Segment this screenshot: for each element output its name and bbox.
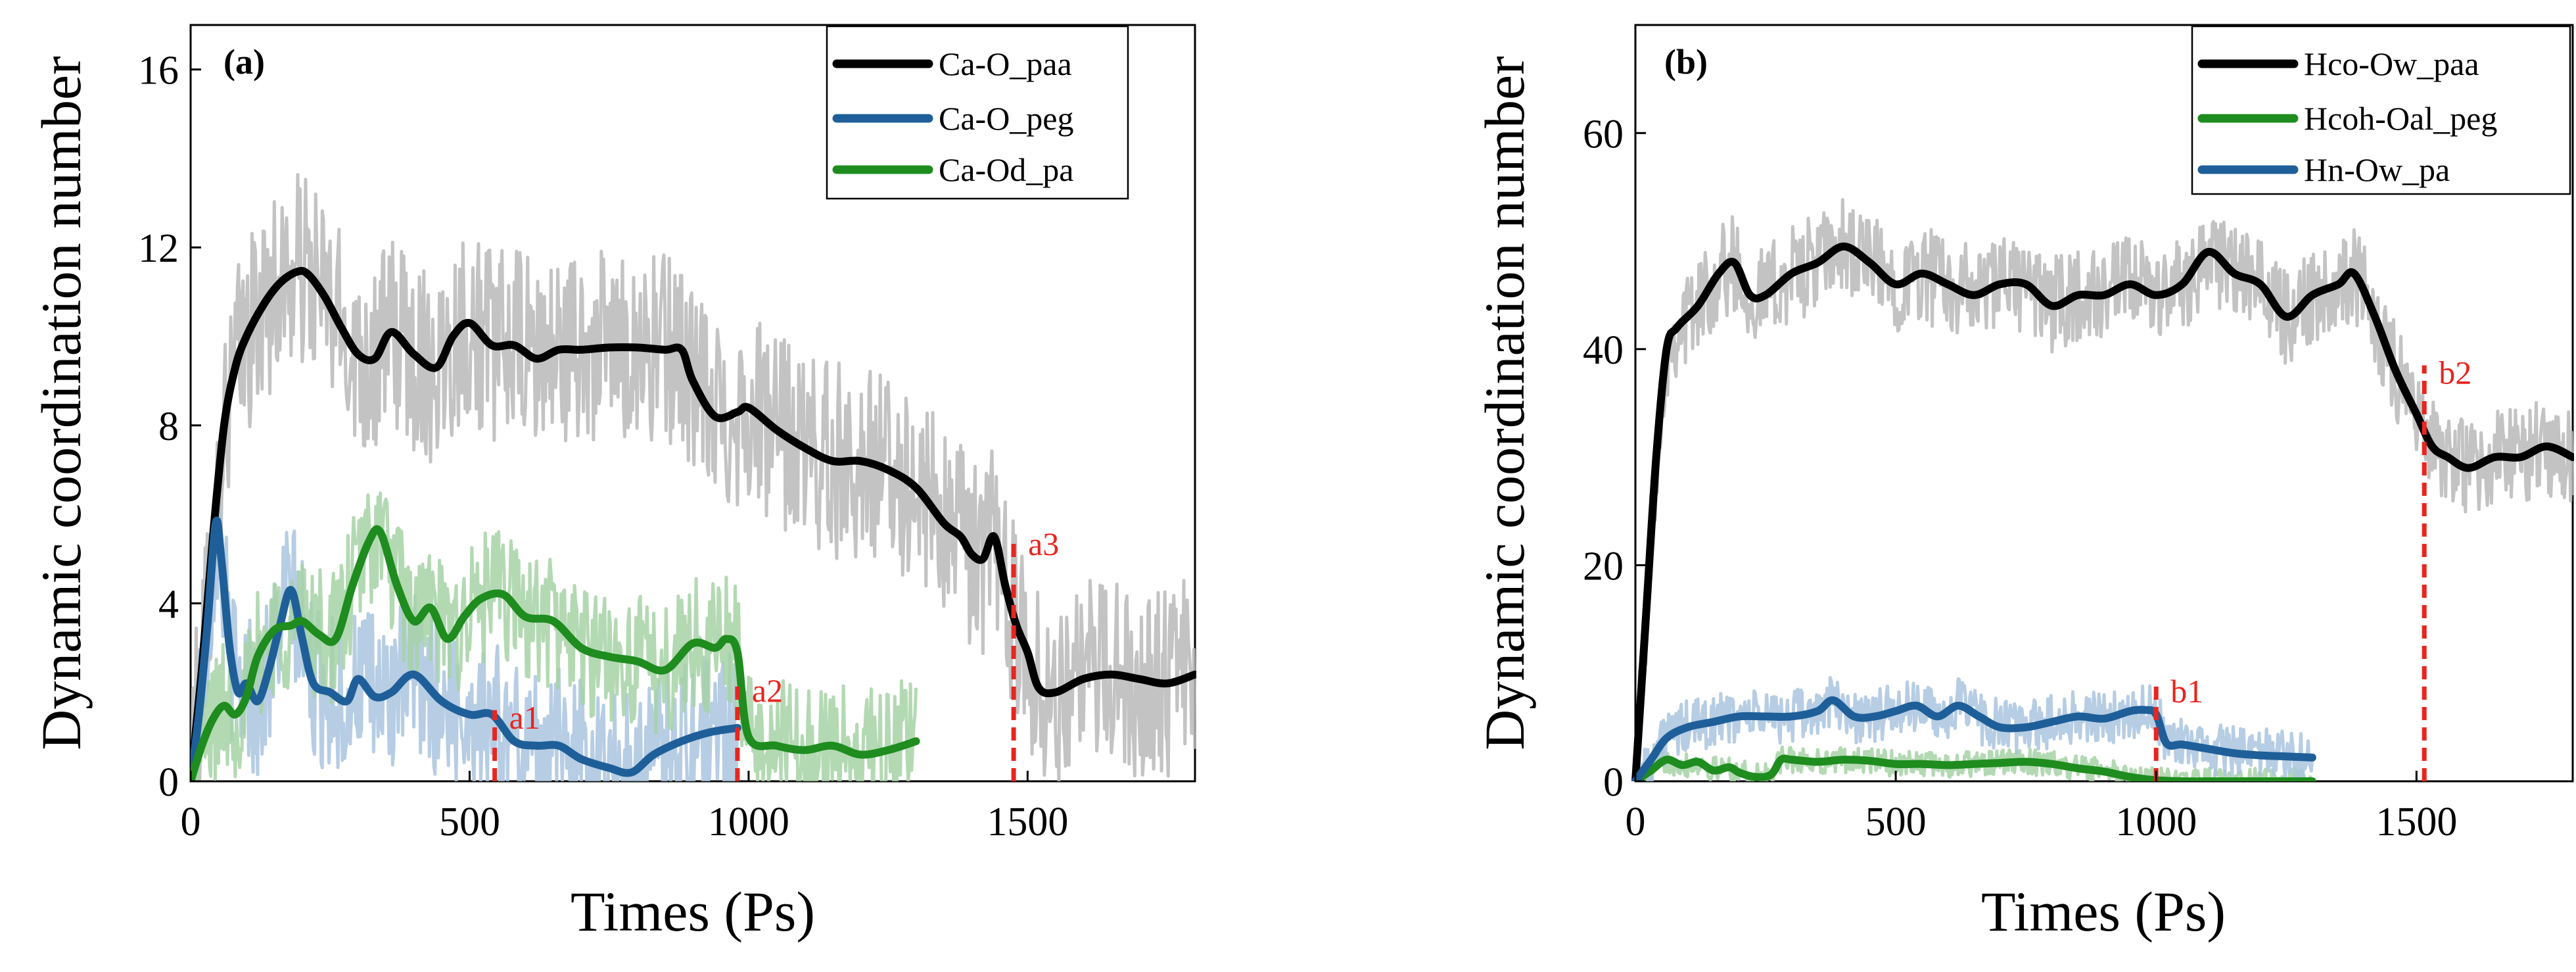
legend-label-hcoh-oal-peg: Hcoh-Oal_peg <box>2304 100 2497 137</box>
raw-series-ca-od-pa <box>191 491 918 781</box>
raw-series-hn-ow-pa <box>1633 675 2314 781</box>
panel-a-y-axis-title: Dynamic coordination number <box>30 56 93 750</box>
panel-a-y-tick-label: 0 <box>158 760 179 805</box>
panel-a-x-tick-label: 0 <box>181 800 201 844</box>
panel-a-label: (a) <box>223 42 265 82</box>
panel-a-axes: 0 500 1000 1500 0 4 8 12 16 <box>138 49 1068 844</box>
panel-a-y-tick-label: 8 <box>158 404 179 449</box>
raw-series-ca-o-paa <box>191 173 1196 781</box>
legend-label-hn-ow-pa: Hn-Ow_pa <box>2304 151 2450 188</box>
legend-label-hco-ow-paa: Hco-Ow_paa <box>2304 45 2479 82</box>
panel-b-label: (b) <box>1664 42 1708 82</box>
panel-b-x-tick-label: 1000 <box>2115 800 2197 844</box>
panel-a-x-tick-label: 1000 <box>708 800 789 844</box>
panel-b-smoothed-series <box>1631 242 2574 781</box>
panel-a-chart: a1 a2 a3 0 500 1000 1500 0 4 8 12 16 (a) Times (Ps… <box>30 24 1196 943</box>
marker-label-a3: a3 <box>1028 525 1059 562</box>
panel-b-y-tick-label: 40 <box>1583 328 1624 373</box>
panel-b-y-tick-label: 0 <box>1603 760 1624 805</box>
legend-label-ca-od-pa: Ca-Od_pa <box>939 151 1074 188</box>
panel-a-markers: a1 a2 a3 <box>492 525 1059 781</box>
panel-a-x-axis-title: Times (Ps) <box>571 880 815 943</box>
panel-a-smoothed-series <box>191 266 1196 781</box>
panel-b-plot-area <box>1634 24 2574 783</box>
marker-label-a1: a1 <box>509 699 540 736</box>
panel-b-axes: 0 500 1000 1500 0 20 40 60 <box>1583 112 2457 844</box>
panel-a-y-tick-label: 12 <box>138 226 179 271</box>
panel-b-x-tick-label: 500 <box>1865 800 1927 844</box>
panel-b-legend: Hco-Ow_paa Hcoh-Oal_peg Hn-Ow_pa <box>2191 25 2571 195</box>
panel-b-x-tick-label: 0 <box>1626 800 1646 844</box>
series-line-hco-ow-paa <box>1631 242 2574 781</box>
series-line-hn-ow-pa <box>1631 696 2316 781</box>
raw-series-hco-ow-paa <box>1635 198 2574 781</box>
panel-b-x-axis-title: Times (Ps) <box>1981 880 2226 943</box>
panel-a-y-tick-label: 16 <box>138 49 179 93</box>
marker-label-a2: a2 <box>752 672 783 709</box>
series-line-ca-o-peg <box>191 516 741 781</box>
panel-b-markers: b1 b2 <box>2153 354 2471 781</box>
panel-a-y-tick-label: 4 <box>158 582 179 627</box>
panel-b-x-tick-label: 1500 <box>2376 800 2457 844</box>
panel-b-y-axis-title: Dynamic coordination number <box>1473 56 1536 750</box>
series-line-ca-od-pa <box>191 525 920 781</box>
marker-label-b1: b1 <box>2170 673 2203 710</box>
series-line-ca-o-paa <box>191 266 1196 781</box>
panel-b-y-tick-label: 60 <box>1583 112 1624 157</box>
panel-b-y-tick-label: 20 <box>1583 544 1624 589</box>
panel-a-x-tick-label: 500 <box>439 800 500 844</box>
marker-label-b2: b2 <box>2439 354 2471 391</box>
legend-label-ca-o-paa: Ca-O_paa <box>939 45 1072 82</box>
panel-a-x-tick-label: 1500 <box>987 800 1068 844</box>
legend-label-ca-o-peg: Ca-O_peg <box>939 100 1074 137</box>
series-line-hcoh-oal-peg <box>1631 754 2316 781</box>
panel-a-legend: Ca-O_paa Ca-O_peg Ca-Od_pa <box>826 25 1129 200</box>
